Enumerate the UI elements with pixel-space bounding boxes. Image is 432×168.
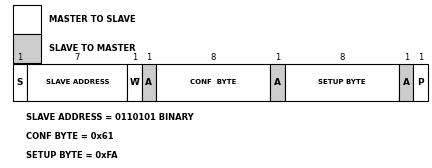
Text: 8: 8 <box>210 53 216 62</box>
Text: A: A <box>274 78 281 87</box>
Text: SLAVE ADDRESS: SLAVE ADDRESS <box>45 79 109 85</box>
Text: SETUP BYTE: SETUP BYTE <box>318 79 366 85</box>
Text: 1: 1 <box>275 53 280 62</box>
Text: MASTER TO SLAVE: MASTER TO SLAVE <box>49 15 136 24</box>
Bar <box>399 64 413 101</box>
Bar <box>13 34 41 63</box>
Bar <box>156 64 270 101</box>
Text: A: A <box>145 78 152 87</box>
Bar <box>285 64 399 101</box>
Bar <box>13 5 41 34</box>
Text: A: A <box>403 78 410 87</box>
Bar <box>13 64 27 101</box>
Text: 8: 8 <box>339 53 345 62</box>
Text: CONF BYTE = 0x61: CONF BYTE = 0x61 <box>26 132 114 141</box>
Text: P: P <box>417 78 424 87</box>
Bar <box>413 64 428 101</box>
Text: S: S <box>17 78 23 87</box>
Text: 1: 1 <box>418 53 423 62</box>
Text: SETUP BYTE = 0xFA: SETUP BYTE = 0xFA <box>26 151 118 160</box>
Text: SLAVE TO MASTER: SLAVE TO MASTER <box>49 44 136 53</box>
Text: 1: 1 <box>146 53 152 62</box>
Text: 7: 7 <box>75 53 80 62</box>
Text: CONF  BYTE: CONF BYTE <box>190 79 236 85</box>
Bar <box>270 64 285 101</box>
Text: SLAVE ADDRESS = 0110101 BINARY: SLAVE ADDRESS = 0110101 BINARY <box>26 113 194 122</box>
Text: 1: 1 <box>403 53 409 62</box>
Bar <box>27 64 127 101</box>
Text: 1: 1 <box>132 53 137 62</box>
Text: 1: 1 <box>17 53 23 62</box>
Bar <box>142 64 156 101</box>
Text: W̅: W̅ <box>130 78 140 87</box>
Bar <box>127 64 142 101</box>
